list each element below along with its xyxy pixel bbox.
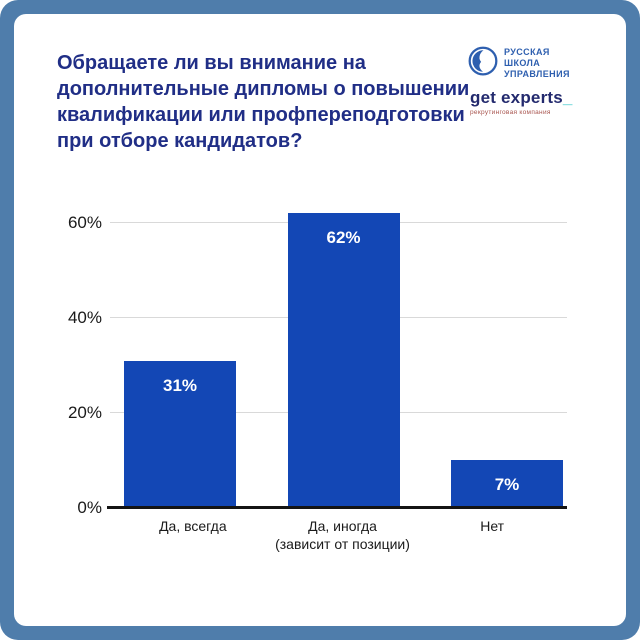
x-axis-baseline <box>107 506 567 509</box>
rsu-text-line: ШКОЛА <box>504 58 541 68</box>
y-axis: 0% 20% 40% 60% <box>54 199 110 517</box>
y-tick-label: 0% <box>77 498 102 517</box>
y-tick-label: 20% <box>67 402 102 422</box>
bar-value-label: 31% <box>162 375 198 395</box>
x-category-label: Да, всегда <box>159 518 227 534</box>
brand-logos: РУССКАЯ ШКОЛА УПРАВЛЕНИЯ get experts_ ре… <box>468 46 614 116</box>
rsu-text-line: РУССКАЯ <box>504 47 550 57</box>
rsu-logo: РУССКАЯ ШКОЛА УПРАВЛЕНИЯ <box>468 46 614 81</box>
title-line: при отборе кандидатов? <box>57 130 303 152</box>
get-experts-wordmark: get experts_ <box>470 88 614 108</box>
plot-area: 31% 62% 7% <box>107 199 567 509</box>
bar-value-label: 7% <box>494 475 520 494</box>
title-line: дополнительные дипломы о повышении <box>57 78 470 100</box>
rsu-text-line: УПРАВЛЕНИЯ <box>504 69 570 79</box>
rsu-logo-icon <box>468 46 498 81</box>
survey-question-title: Обращаете ли вы внимание на дополнительн… <box>57 50 469 154</box>
get-experts-wordmark-text: get experts <box>470 88 563 107</box>
get-experts-tagline: рекрутинговая компания <box>470 109 551 116</box>
x-category-label: Да, иногда (зависит от позиции) <box>275 518 410 552</box>
bar-chart: 0% 20% 40% 60% 31% 62% 7% Да, всегда Да, иногд… <box>54 199 567 553</box>
title-line: Обращаете ли вы внимание на <box>57 52 366 74</box>
bar-value-label: 62% <box>326 228 361 248</box>
bar-2: 62% <box>287 213 400 508</box>
rsu-logo-text: РУССКАЯ ШКОЛА УПРАВЛЕНИЯ <box>504 47 570 80</box>
infographic-card: Обращаете ли вы внимание на дополнительн… <box>14 14 626 626</box>
bar-1: 31% <box>124 360 236 508</box>
get-experts-underscore: _ <box>562 88 573 107</box>
y-tick-label: 40% <box>67 307 102 327</box>
bars-container: 31% 62% 7% <box>110 199 567 508</box>
y-tick-label: 60% <box>67 212 102 232</box>
bar-3: 7% <box>451 460 563 508</box>
x-category-label: Нет <box>480 518 505 534</box>
x-axis-labels: Да, всегда Да, иногда (зависит от позиции)… <box>110 508 567 553</box>
title-line: квалификации или профпереподготовки <box>57 104 465 126</box>
get-experts-logo: get experts_ рекрутинговая компания <box>468 88 614 116</box>
